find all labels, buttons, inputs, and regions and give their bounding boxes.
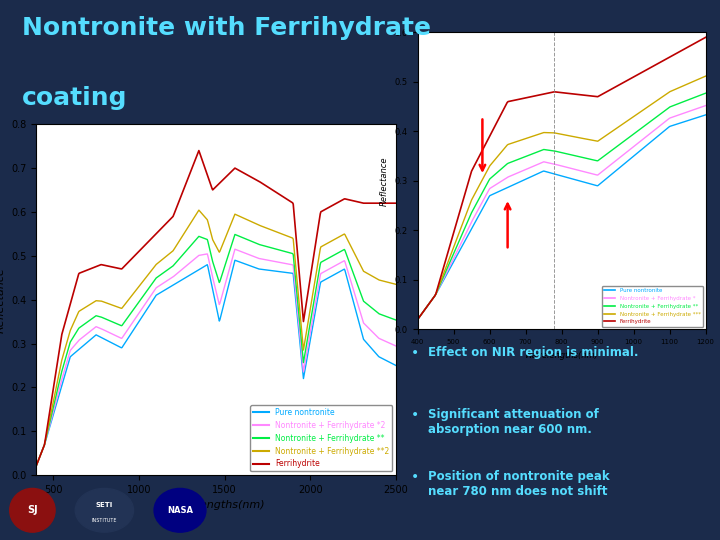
Text: Position of nontronite peak
near 780 nm does not shift: Position of nontronite peak near 780 nm … xyxy=(428,470,610,498)
Text: coating: coating xyxy=(22,86,127,110)
Text: Nontronite with Ferrihydrate: Nontronite with Ferrihydrate xyxy=(22,16,431,40)
Text: NASA: NASA xyxy=(167,506,193,515)
Circle shape xyxy=(75,488,134,532)
Text: SETI: SETI xyxy=(96,502,113,509)
Text: SJ: SJ xyxy=(27,505,37,515)
Text: •: • xyxy=(410,346,418,360)
Legend: Pure nontronite, Nontronite + Ferrihydrate *, Nontronite + Ferrihydrate **, Nont: Pure nontronite, Nontronite + Ferrihydra… xyxy=(602,286,703,327)
Text: •: • xyxy=(410,408,418,422)
Text: Effect on NIR region is minimal.: Effect on NIR region is minimal. xyxy=(428,346,639,359)
Y-axis label: Reflectance: Reflectance xyxy=(380,156,389,206)
Legend: Pure nontronite, Nontronite + Ferrihydrate *2, Nontronite + Ferrihydrate **, Non: Pure nontronite, Nontronite + Ferrihydra… xyxy=(251,405,392,471)
Text: INSTITUTE: INSTITUTE xyxy=(91,517,117,523)
X-axis label: Wavelengths(nm): Wavelengths(nm) xyxy=(525,350,598,360)
X-axis label: Wavelengths(nm): Wavelengths(nm) xyxy=(167,501,265,510)
Circle shape xyxy=(154,488,206,532)
Text: Significant attenuation of
absorption near 600 nm.: Significant attenuation of absorption ne… xyxy=(428,408,599,436)
Text: •: • xyxy=(410,470,418,484)
Circle shape xyxy=(9,488,55,532)
Y-axis label: Reflectance: Reflectance xyxy=(0,267,5,333)
